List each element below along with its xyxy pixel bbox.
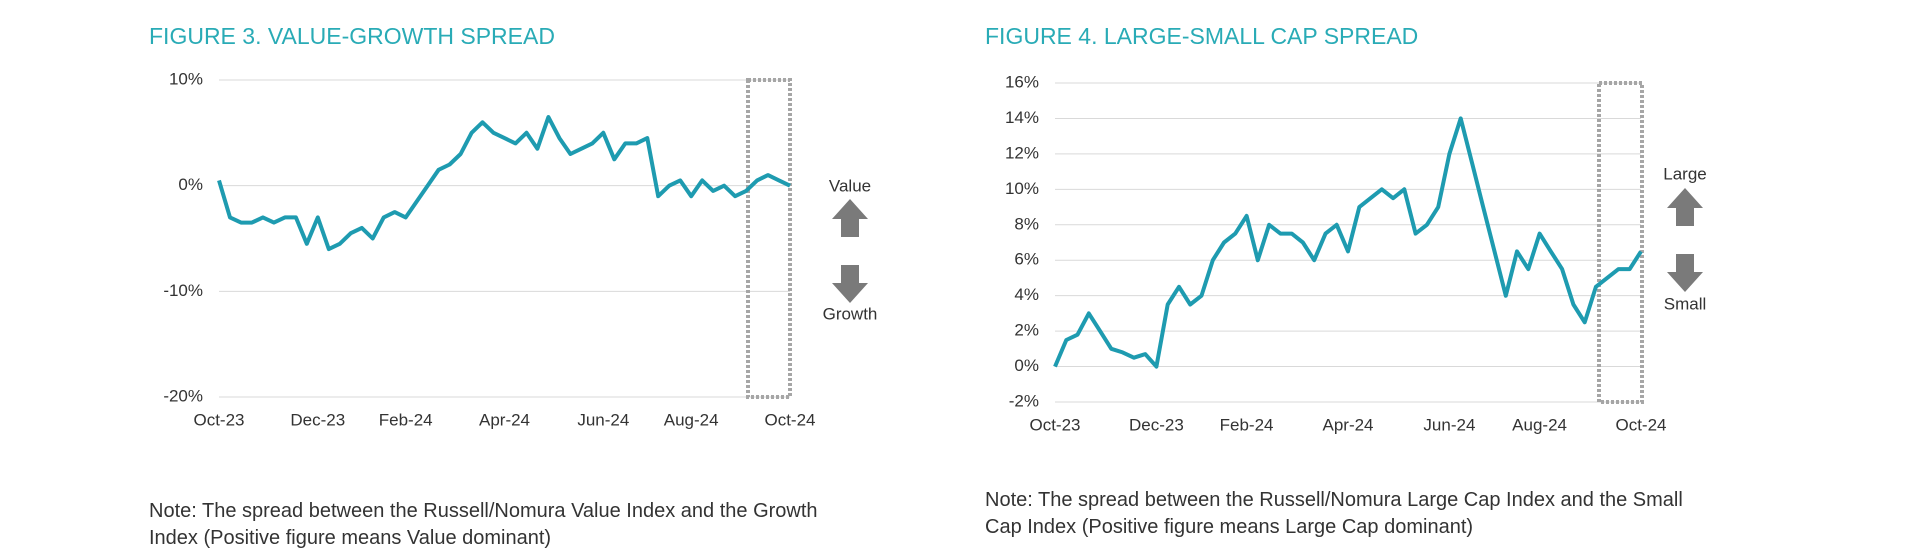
note: Note: The spread between the Russell/Nom… [985,489,1683,538]
y-tick-label: 14% [1005,108,1039,127]
chart-title: FIGURE 3. VALUE-GROWTH SPREAD [149,23,555,49]
up-arrow [832,199,868,237]
y-tick-label: 10% [169,69,203,88]
y-tick-label: -20% [163,386,203,405]
x-tick-label: Apr-24 [479,410,530,429]
highlight-box [746,78,792,399]
data-line [1053,116,1643,369]
data-line [217,115,791,252]
y-tick-label: -2% [1009,391,1039,410]
y-tick-label: 2% [1014,321,1039,340]
y-tick-label: 10% [1005,179,1039,198]
x-tick-label: Jun-24 [1423,415,1475,434]
chart-title: FIGURE 4. LARGE-SMALL CAP SPREAD [985,23,1418,49]
x-tick-label: Dec-23 [290,410,345,429]
y-tick-label: 8% [1014,214,1039,233]
y-tick-label: 0% [178,175,203,194]
y-tick-label: 16% [1005,72,1039,91]
x-tick-label: Oct-23 [1029,415,1080,434]
x-tick-label: Aug-24 [664,410,719,429]
y-tick-label: 0% [1014,356,1039,375]
x-tick-label: Oct-23 [193,410,244,429]
annotation: Value [829,176,871,195]
down-arrow [832,265,868,303]
x-tick-label: Jun-24 [577,410,629,429]
y-tick-label: 12% [1005,143,1039,162]
highlight-box [1597,81,1644,404]
x-tick-label: Oct-24 [764,410,815,429]
y-tick-label: 6% [1014,250,1039,269]
annotation: Large [1663,164,1706,183]
x-tick-label: Feb-24 [1220,415,1274,434]
y-tick-label: 4% [1014,285,1039,304]
x-tick-label: Oct-24 [1615,415,1666,434]
down-arrow [1667,254,1703,292]
annotation: Small [1664,294,1707,313]
x-tick-label: Aug-24 [1512,415,1567,434]
up-arrow [1667,188,1703,226]
x-tick-label: Feb-24 [379,410,433,429]
x-tick-label: Apr-24 [1322,415,1373,434]
annotation: Growth [823,304,878,323]
x-tick-label: Dec-23 [1129,415,1184,434]
y-tick-label: -10% [163,281,203,300]
note: Note: The spread between the Russell/Nom… [149,500,818,549]
